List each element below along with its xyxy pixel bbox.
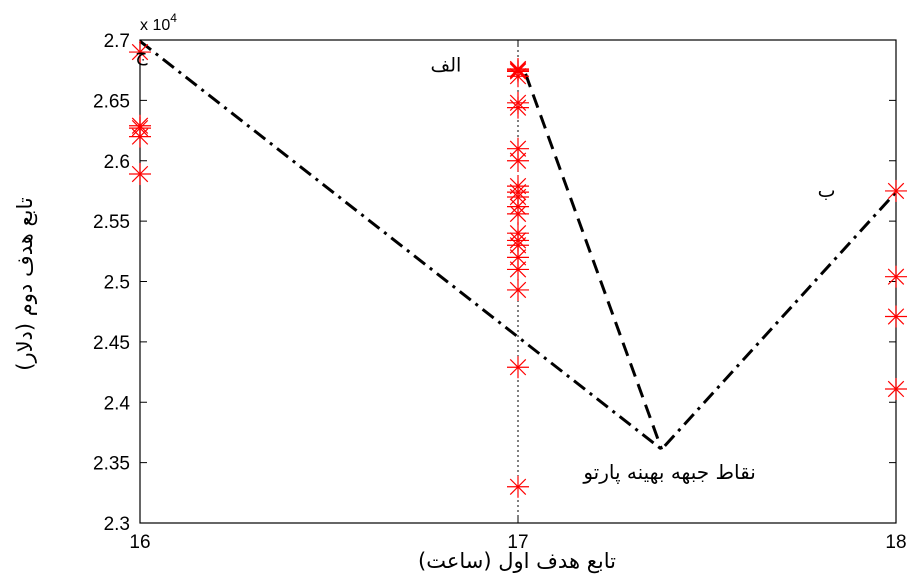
y-tick-label: 2.7 bbox=[104, 31, 130, 52]
y-tick-label: 2.4 bbox=[104, 393, 131, 414]
x-tick-label: 16 bbox=[129, 532, 150, 553]
y-tick-label: 2.65 bbox=[93, 91, 130, 112]
y-tick-label: 2.6 bbox=[104, 152, 130, 173]
data-point bbox=[507, 475, 529, 498]
y-tick-label: 2.45 bbox=[93, 333, 130, 354]
y-tick-label: 2.35 bbox=[93, 454, 130, 475]
y-tick-label: 2.5 bbox=[104, 273, 130, 294]
point-annotation: ب bbox=[818, 180, 836, 202]
ticks: 16 17 18 2.3 2.35 2.4 2.45 2.5 2.55 2.6 2.65 2.7 bbox=[93, 31, 907, 553]
data-point bbox=[507, 65, 529, 88]
data-point bbox=[507, 246, 529, 269]
data-point bbox=[507, 258, 529, 281]
point-annotation: الف bbox=[431, 54, 462, 76]
x-axis-title: تابع هدف اول (ساعت) bbox=[418, 549, 616, 573]
x-tick-label: 17 bbox=[507, 532, 528, 553]
point-annotation: ج bbox=[135, 44, 148, 66]
legend-label: نقاط جبهه بهینه پارتو bbox=[582, 460, 755, 485]
data-point bbox=[885, 265, 907, 288]
data-point bbox=[507, 96, 529, 119]
data-point bbox=[129, 163, 151, 186]
data-point bbox=[885, 377, 907, 400]
data-point bbox=[885, 305, 907, 328]
y-axis-title: تابع هدف دوم (دلار) bbox=[13, 197, 37, 371]
y-exponent-label: x 104 bbox=[140, 11, 177, 34]
pareto-front-lines bbox=[139, 40, 898, 452]
data-point bbox=[507, 356, 529, 379]
dashed-front-line bbox=[524, 73, 664, 450]
data-point bbox=[507, 202, 529, 225]
data-point bbox=[129, 125, 151, 148]
annotations: ج الف ب نقاط جبهه بهینه پارتو bbox=[135, 44, 835, 485]
data-point bbox=[507, 149, 529, 172]
x-tick-label: 18 bbox=[885, 532, 906, 553]
data-point bbox=[129, 41, 151, 64]
data-points bbox=[129, 41, 907, 498]
data-point bbox=[507, 137, 529, 160]
y-tick-label: 2.55 bbox=[93, 212, 130, 233]
y-exponent-power: 4 bbox=[170, 11, 177, 25]
data-point bbox=[507, 278, 529, 301]
y-tick-label: 2.3 bbox=[104, 514, 130, 535]
data-point bbox=[885, 179, 907, 202]
